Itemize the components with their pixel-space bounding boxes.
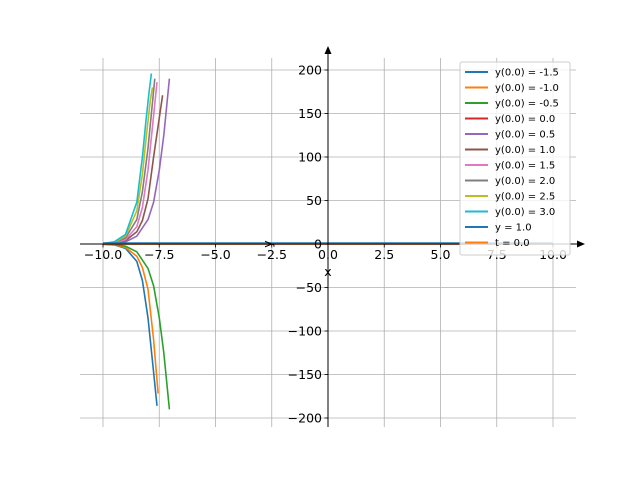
- y-tick-label: −50: [296, 280, 322, 295]
- y-tick-label: −100: [288, 324, 322, 339]
- legend-entry: t = 0.0: [495, 238, 530, 249]
- series-line-2: [102, 243, 171, 410]
- x-axis-arrow-icon: [577, 240, 585, 248]
- x-tick-label: −10.0: [84, 247, 122, 262]
- legend-box: [459, 61, 571, 256]
- legend-entry: y(0.0) = 2.0: [495, 176, 555, 187]
- x-tick-label: −2.5: [257, 247, 287, 262]
- legend-entry: y = 1.0: [495, 223, 532, 234]
- y-tick-label: 150: [298, 106, 322, 121]
- legend: y(0.0) = -1.5 y(0.0) = -1.0 y(0.0) = -0.5 y…: [459, 61, 571, 256]
- y-axis-arrow-icon: [324, 46, 332, 54]
- legend-entry: y(0.0) = 1.5: [495, 161, 555, 172]
- x-tick-label: 2.5: [374, 247, 394, 262]
- x-axis-label: x: [324, 264, 331, 279]
- y-tick-label: 0: [314, 237, 322, 252]
- x-tick-label: 0.0: [318, 247, 338, 262]
- x-tick-label: −7.5: [144, 247, 174, 262]
- series-line-9: [102, 73, 153, 245]
- y-axis-label: y: [260, 240, 275, 248]
- legend-entry: y(0.0) = -0.5: [495, 99, 559, 110]
- legend-entry: y(0.0) = 3.0: [495, 207, 555, 218]
- legend-entry: y(0.0) = -1.5: [495, 68, 559, 79]
- legend-entry: y(0.0) = -1.0: [495, 83, 559, 94]
- x-tick-label: 5.0: [431, 247, 451, 262]
- y-tick-label: 50: [306, 193, 322, 208]
- y-tick-label: −200: [288, 411, 322, 426]
- legend-entry: y(0.0) = 0.5: [495, 130, 555, 141]
- legend-entry: y(0.0) = 2.5: [495, 192, 555, 203]
- y-tick-label: −150: [288, 367, 322, 382]
- x-tick-label: −5.0: [200, 247, 230, 262]
- legend-entry: y(0.0) = 0.0: [495, 114, 555, 125]
- y-tick-label: 200: [298, 63, 322, 78]
- y-tick-label: 100: [298, 150, 322, 165]
- legend-entry: y(0.0) = 1.0: [495, 145, 555, 156]
